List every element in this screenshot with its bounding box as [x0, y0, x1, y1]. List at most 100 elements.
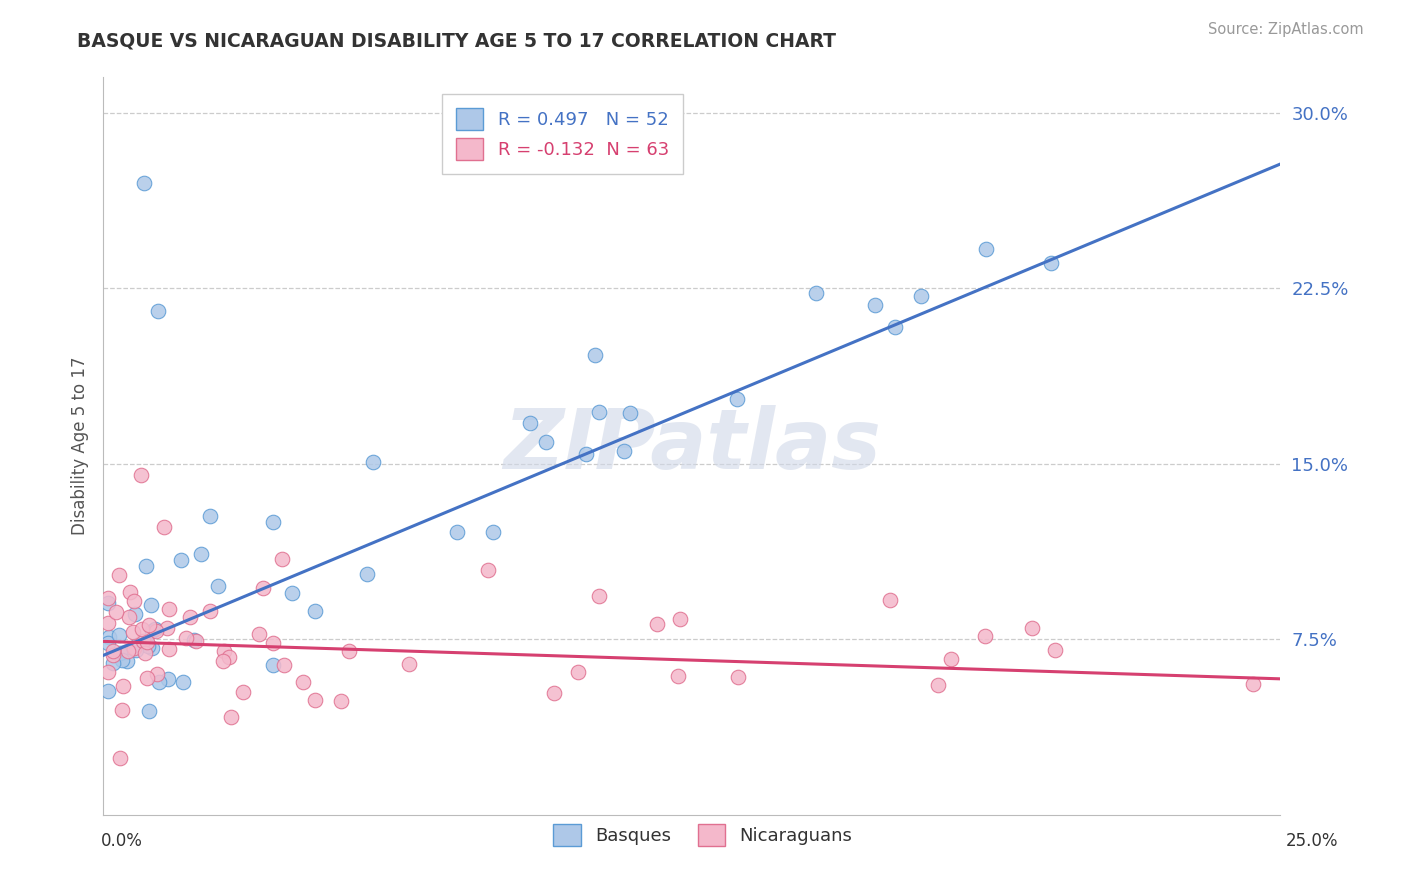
- Point: [110, 653, 132, 667]
- Point: [145, 622, 167, 636]
- Point: [619, 405, 641, 419]
- Point: [135, 559, 157, 574]
- Point: [583, 348, 606, 362]
- Point: [131, 634, 153, 648]
- Point: [112, 679, 135, 693]
- Point: [125, 638, 148, 652]
- Point: [114, 645, 136, 659]
- Point: [101, 644, 124, 658]
- Point: [103, 656, 125, 670]
- Point: [122, 625, 145, 640]
- Text: 25.0%: 25.0%: [1286, 831, 1339, 849]
- Point: [97, 615, 120, 630]
- Point: [262, 515, 284, 529]
- Text: BASQUE VS NICARAGUAN DISABILITY AGE 5 TO 17 CORRELATION CHART: BASQUE VS NICARAGUAN DISABILITY AGE 5 TO…: [77, 31, 837, 50]
- Point: [148, 674, 170, 689]
- Point: [666, 669, 689, 683]
- Point: [129, 468, 152, 483]
- Point: [108, 751, 131, 765]
- Text: ZIPatlas: ZIPatlas: [503, 406, 880, 486]
- Point: [122, 640, 145, 655]
- Point: [172, 675, 194, 690]
- Point: [101, 648, 124, 662]
- Point: [477, 563, 499, 577]
- Point: [482, 524, 505, 539]
- Text: 0.0%: 0.0%: [101, 831, 143, 849]
- Point: [519, 416, 541, 430]
- Point: [152, 520, 174, 534]
- Point: [214, 644, 236, 658]
- Point: [97, 596, 120, 610]
- Point: [97, 630, 120, 644]
- Point: [97, 684, 120, 698]
- Point: [1021, 621, 1043, 635]
- Point: [170, 552, 193, 566]
- Point: [446, 525, 468, 540]
- Point: [139, 598, 162, 612]
- Point: [183, 632, 205, 647]
- Point: [252, 581, 274, 595]
- Point: [145, 624, 167, 639]
- Point: [910, 289, 932, 303]
- Point: [157, 641, 180, 656]
- Point: [212, 654, 235, 668]
- Point: [207, 579, 229, 593]
- Point: [262, 657, 284, 672]
- Legend: R = 0.497   N = 52, R = -0.132  N = 63: R = 0.497 N = 52, R = -0.132 N = 63: [441, 94, 683, 174]
- Point: [125, 643, 148, 657]
- Point: [156, 672, 179, 686]
- Point: [669, 612, 692, 626]
- Point: [337, 644, 360, 658]
- Point: [1039, 256, 1062, 270]
- Point: [146, 304, 169, 318]
- Point: [879, 593, 901, 607]
- Point: [138, 704, 160, 718]
- Legend: Basques, Nicaraguans: Basques, Nicaraguans: [538, 810, 868, 861]
- Point: [247, 626, 270, 640]
- Point: [292, 675, 315, 690]
- Point: [136, 639, 159, 653]
- Point: [156, 620, 179, 634]
- Point: [613, 443, 636, 458]
- Text: Source: ZipAtlas.com: Source: ZipAtlas.com: [1208, 22, 1364, 37]
- Point: [117, 644, 139, 658]
- Point: [304, 604, 326, 618]
- Y-axis label: Disability Age 5 to 17: Disability Age 5 to 17: [72, 357, 89, 535]
- Point: [884, 320, 907, 334]
- Point: [361, 455, 384, 469]
- Point: [304, 693, 326, 707]
- Point: [141, 624, 163, 638]
- Point: [97, 591, 120, 606]
- Point: [974, 629, 997, 643]
- Point: [138, 618, 160, 632]
- Point: [184, 633, 207, 648]
- Point: [134, 646, 156, 660]
- Point: [976, 242, 998, 256]
- Point: [271, 552, 294, 566]
- Point: [141, 641, 163, 656]
- Point: [108, 628, 131, 642]
- Point: [863, 298, 886, 312]
- Point: [281, 585, 304, 599]
- Point: [356, 566, 378, 581]
- Point: [108, 646, 131, 660]
- Point: [146, 666, 169, 681]
- Point: [727, 670, 749, 684]
- Point: [120, 585, 142, 599]
- Point: [725, 392, 748, 407]
- Point: [273, 657, 295, 672]
- Point: [115, 654, 138, 668]
- Point: [329, 694, 352, 708]
- Point: [190, 547, 212, 561]
- Point: [136, 635, 159, 649]
- Point: [131, 622, 153, 636]
- Point: [200, 604, 222, 618]
- Point: [107, 568, 129, 582]
- Point: [97, 665, 120, 679]
- Point: [588, 589, 610, 603]
- Point: [132, 176, 155, 190]
- Point: [588, 405, 610, 419]
- Point: [927, 678, 949, 692]
- Point: [118, 610, 141, 624]
- Point: [262, 636, 284, 650]
